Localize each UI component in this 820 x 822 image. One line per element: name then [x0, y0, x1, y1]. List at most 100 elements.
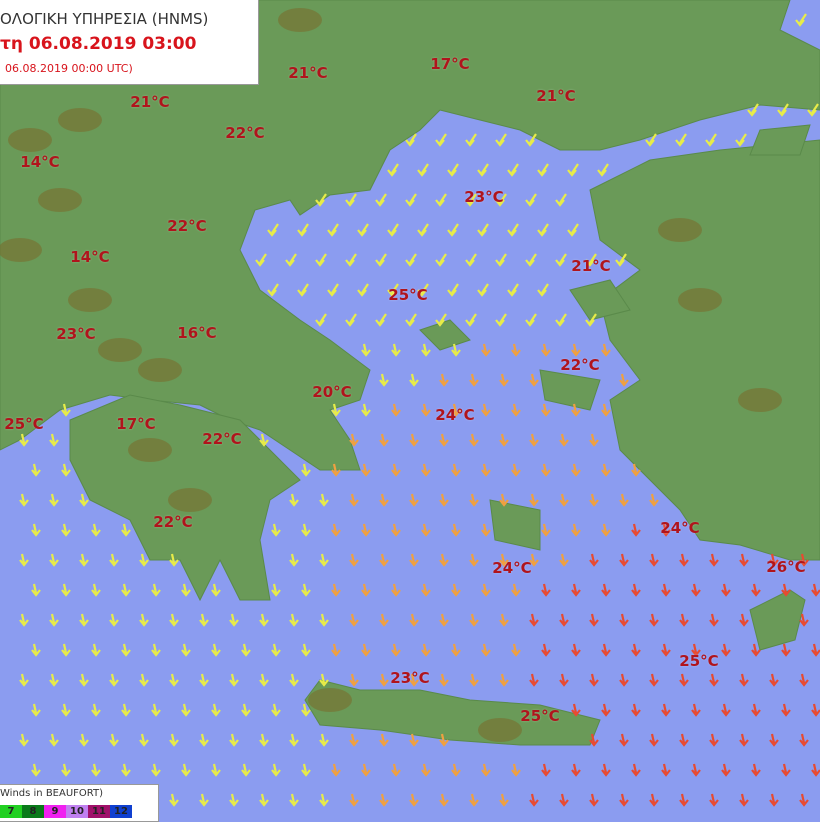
- wind-arrow-icon: [739, 733, 749, 747]
- temperature-label: 24°C: [435, 406, 475, 424]
- wind-arrow-icon: [499, 553, 509, 567]
- temperature-label: 21°C: [288, 64, 328, 82]
- wind-arrow-icon: [799, 793, 809, 807]
- beaufort-level: 10: [66, 805, 88, 818]
- wind-arrow-icon: [361, 523, 371, 537]
- wind-arrow-icon: [61, 643, 71, 657]
- wind-arrow-icon: [447, 163, 459, 177]
- wind-arrow-icon: [709, 673, 719, 687]
- wind-arrow-icon: [139, 733, 149, 747]
- wind-arrow-icon: [229, 613, 239, 627]
- wind-arrow-icon: [169, 733, 179, 747]
- wind-arrow-icon: [499, 613, 509, 627]
- wind-arrow-icon: [327, 223, 339, 237]
- wind-arrow-icon: [379, 493, 389, 507]
- wind-arrow-icon: [619, 613, 629, 627]
- wind-arrow-icon: [405, 313, 417, 327]
- wind-arrow-icon: [525, 313, 537, 327]
- wind-arrow-icon: [601, 583, 611, 597]
- wind-arrow-icon: [61, 763, 71, 777]
- wind-arrow-icon: [409, 553, 419, 567]
- wind-arrow-icon: [559, 433, 569, 447]
- wind-legend: Winds in BEAUFORT) 7 8 9 10 11 12: [0, 784, 159, 822]
- wind-arrow-icon: [409, 673, 419, 687]
- wind-arrow-icon: [649, 793, 659, 807]
- wind-arrow-icon: [645, 133, 657, 147]
- wind-arrow-icon: [349, 733, 359, 747]
- wind-arrow-icon: [465, 193, 477, 207]
- wind-arrow-icon: [409, 793, 419, 807]
- wind-arrow-icon: [409, 733, 419, 747]
- mountain-shading: [278, 8, 322, 32]
- wind-arrow-icon: [439, 553, 449, 567]
- wind-arrow-icon: [301, 583, 311, 597]
- wind-arrow-icon: [19, 493, 29, 507]
- wind-arrow-icon: [601, 343, 611, 357]
- wind-arrow-icon: [79, 613, 89, 627]
- wind-arrow-icon: [435, 253, 447, 267]
- wind-arrow-icon: [91, 703, 101, 717]
- wind-arrow-icon: [567, 223, 579, 237]
- wind-arrow-icon: [271, 703, 281, 717]
- wind-arrow-icon: [379, 373, 389, 387]
- wind-arrow-icon: [811, 583, 820, 597]
- land-area: [489, 499, 541, 551]
- wind-arrow-icon: [571, 403, 581, 417]
- wind-arrow-icon: [751, 763, 761, 777]
- wind-arrow-icon: [465, 253, 477, 267]
- wind-arrow-icon: [349, 553, 359, 567]
- wind-arrow-icon: [529, 793, 539, 807]
- wind-arrow-icon: [571, 763, 581, 777]
- mountain-shading: [478, 718, 522, 742]
- wind-arrow-icon: [361, 463, 371, 477]
- wind-arrow-icon: [525, 253, 537, 267]
- wind-arrows: [19, 13, 820, 807]
- wind-arrow-icon: [481, 343, 491, 357]
- temperature-label: 17°C: [430, 55, 470, 73]
- wind-arrow-icon: [61, 583, 71, 597]
- wind-arrow-icon: [439, 373, 449, 387]
- wind-arrow-icon: [465, 133, 477, 147]
- wind-arrow-icon: [109, 553, 119, 567]
- wind-arrow-icon: [601, 703, 611, 717]
- wind-arrow-icon: [477, 163, 489, 177]
- wind-arrow-icon: [61, 703, 71, 717]
- wind-arrow-icon: [229, 673, 239, 687]
- wind-arrow-icon: [19, 613, 29, 627]
- wind-arrow-icon: [721, 643, 731, 657]
- wind-arrow-icon: [211, 763, 221, 777]
- wind-arrow-icon: [739, 793, 749, 807]
- beaufort-level: 12: [110, 805, 132, 818]
- wind-arrow-icon: [571, 583, 581, 597]
- wind-arrow-icon: [481, 523, 491, 537]
- wind-arrow-icon: [495, 133, 507, 147]
- wind-arrow-icon: [49, 613, 59, 627]
- wind-arrow-icon: [751, 583, 761, 597]
- wind-arrow-icon: [481, 763, 491, 777]
- wind-arrow-icon: [451, 763, 461, 777]
- wind-arrow-icon: [49, 733, 59, 747]
- wind-arrow-icon: [19, 433, 29, 447]
- wind-arrow-icon: [79, 493, 89, 507]
- wind-arrow-icon: [421, 583, 431, 597]
- wind-arrow-icon: [61, 523, 71, 537]
- wind-arrow-icon: [405, 193, 417, 207]
- wind-arrow-icon: [379, 733, 389, 747]
- temperature-label: 21°C: [571, 257, 611, 275]
- wind-arrow-icon: [649, 733, 659, 747]
- wind-arrow-icon: [795, 13, 807, 27]
- wind-arrow-icon: [405, 133, 417, 147]
- wind-arrow-icon: [345, 313, 357, 327]
- temperature-label: 21°C: [130, 93, 170, 111]
- beaufort-level: 11: [88, 805, 110, 818]
- agency-title: ΟΛΟΓΙΚΗ ΥΠΗΡΕΣΙΑ (HNMS): [0, 10, 209, 28]
- wind-arrow-icon: [421, 343, 431, 357]
- wind-arrow-icon: [91, 763, 101, 777]
- wind-arrow-icon: [121, 583, 131, 597]
- wind-arrow-icon: [19, 553, 29, 567]
- title-box: ΟΛΟΓΙΚΗ ΥΠΗΡΕΣΙΑ (HNMS) τη 06.08.2019 03…: [0, 0, 259, 85]
- wind-arrow-icon: [349, 493, 359, 507]
- wind-arrow-icon: [139, 613, 149, 627]
- wind-arrow-icon: [435, 193, 447, 207]
- wind-arrow-icon: [301, 463, 311, 477]
